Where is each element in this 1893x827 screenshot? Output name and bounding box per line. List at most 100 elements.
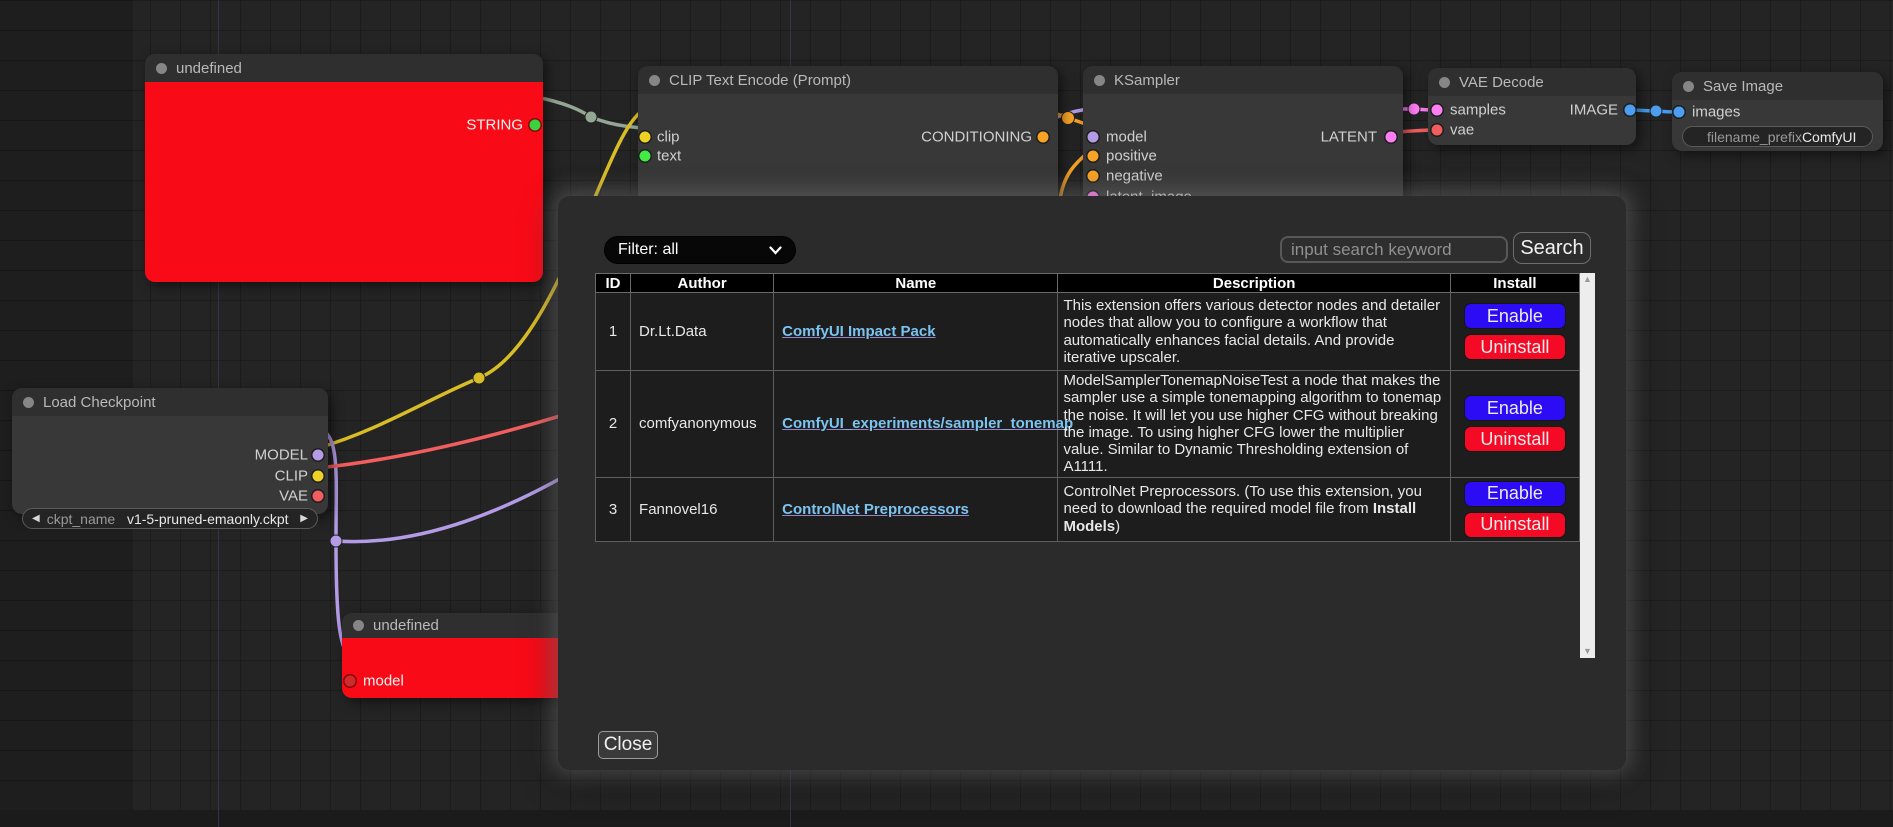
node-save-image-titlebar[interactable]: Save Image: [1672, 72, 1883, 100]
search-button[interactable]: Search: [1513, 232, 1591, 264]
input-port-text[interactable]: [639, 150, 651, 162]
output-port-vae[interactable]: [312, 490, 324, 502]
node-ksampler-titlebar[interactable]: KSampler: [1083, 66, 1403, 94]
output-port-string[interactable]: [529, 119, 541, 131]
uninstall-button[interactable]: Uninstall: [1463, 334, 1566, 360]
output-port-model[interactable]: [312, 449, 324, 461]
node-save-image[interactable]: Save Image images filename_prefix ComfyU…: [1672, 72, 1883, 151]
output-label-string: STRING: [466, 116, 523, 134]
input-label-text: text: [657, 147, 682, 165]
output-label-model: MODEL: [254, 446, 308, 464]
cell-author: Fannovel16: [630, 476, 775, 542]
cell-description: ModelSamplerTonemapNoiseTest a node that…: [1057, 370, 1451, 478]
input-label-vae: vae: [1450, 121, 1475, 139]
extension-table: ID Author Name Description Install 1 Dr.…: [594, 273, 1581, 542]
scroll-down-icon[interactable]: ▼: [1583, 646, 1592, 656]
description-text: ControlNet Preprocessors. (To use this e…: [1063, 483, 1422, 518]
ckpt-name-widget[interactable]: ◀ ckpt_name v1-5-pruned-emaonly.ckpt ▶: [22, 508, 318, 529]
enable-button[interactable]: Enable: [1463, 480, 1566, 507]
node-status-dot: [1094, 74, 1105, 86]
comfyui-manager-dialog: Filter: all Search ID Author Name Descri…: [558, 196, 1626, 770]
output-label-vae: VAE: [279, 487, 308, 505]
reroute-dot-model[interactable]: [329, 534, 343, 548]
uninstall-button[interactable]: Uninstall: [1463, 511, 1566, 538]
input-port-model[interactable]: [1087, 131, 1099, 143]
enable-button[interactable]: Enable: [1463, 395, 1566, 422]
input-port-negative[interactable]: [1087, 170, 1099, 182]
node-undefined-top-titlebar[interactable]: undefined: [145, 54, 543, 82]
output-label-image: IMAGE: [1569, 101, 1618, 119]
node-vae-decode-body: samples vae IMAGE: [1428, 96, 1636, 145]
input-label-negative: negative: [1106, 167, 1163, 185]
header-description: Description: [1057, 273, 1451, 293]
node-status-dot: [1439, 76, 1450, 88]
filename-prefix-label: filename_prefix: [1707, 128, 1802, 145]
node-load-checkpoint[interactable]: Load Checkpoint MODEL CLIP VAE ◀ ckpt_na…: [12, 388, 328, 529]
cell-id: 2: [594, 370, 632, 478]
node-clip-text-encode-titlebar[interactable]: CLIP Text Encode (Prompt): [638, 66, 1058, 94]
output-port-clip[interactable]: [312, 470, 324, 482]
cell-description: This extension offers various detector n…: [1057, 292, 1451, 371]
table-scrollbar[interactable]: ▲ ▼: [1580, 273, 1595, 658]
node-status-dot: [156, 62, 167, 74]
node-vae-decode[interactable]: VAE Decode samples vae IMAGE: [1428, 68, 1636, 145]
input-label-model: model: [1106, 128, 1147, 146]
node-status-dot: [1683, 80, 1694, 92]
ckpt-name-label: ckpt_name: [46, 510, 116, 527]
output-port-latent[interactable]: [1385, 131, 1397, 143]
description-bold-text: Install Models: [1063, 500, 1417, 535]
node-undefined-bottom-titlebar[interactable]: undefined: [342, 613, 572, 638]
cell-author: comfyanonymous: [630, 370, 775, 478]
node-title-label: KSampler: [1114, 71, 1180, 89]
node-undefined-top-body: STRING: [145, 82, 543, 282]
ckpt-prev-icon[interactable]: ◀: [32, 513, 40, 524]
node-undefined-bottom-body: model: [342, 638, 572, 698]
input-port-vae[interactable]: [1431, 124, 1443, 136]
reroute-dot-clip[interactable]: [472, 371, 486, 385]
node-title-label: VAE Decode: [1459, 73, 1544, 91]
input-port-model[interactable]: [344, 675, 356, 687]
input-port-samples[interactable]: [1431, 104, 1443, 116]
input-port-clip[interactable]: [639, 131, 651, 143]
node-undefined-top[interactable]: undefined STRING: [145, 54, 543, 282]
close-button[interactable]: Close: [598, 731, 658, 759]
input-label-model: model: [363, 672, 404, 690]
ckpt-name-value: v1-5-pruned-emaonly.ckpt: [126, 510, 289, 527]
scroll-up-icon[interactable]: ▲: [1583, 274, 1592, 284]
node-load-checkpoint-body: MODEL CLIP VAE ◀ ckpt_name v1-5-pruned-e…: [12, 416, 328, 529]
filename-prefix-widget[interactable]: filename_prefix ComfyUI: [1682, 126, 1873, 147]
cell-id: 3: [594, 476, 632, 542]
uninstall-button[interactable]: Uninstall: [1463, 426, 1566, 453]
output-port-conditioning[interactable]: [1037, 131, 1049, 143]
input-label-samples: samples: [1450, 101, 1506, 119]
output-label-clip: CLIP: [274, 467, 308, 485]
reroute-dot-image[interactable]: [1649, 104, 1663, 118]
table-row: 1 Dr.Lt.Data ComfyUI Impact Pack This ex…: [594, 292, 1581, 371]
extension-name-link[interactable]: ComfyUI Impact Pack: [782, 323, 936, 340]
ckpt-next-icon[interactable]: ▶: [300, 513, 308, 524]
input-label-images: images: [1692, 103, 1741, 121]
reroute-dot-latent[interactable]: [1407, 102, 1421, 116]
output-port-image[interactable]: [1624, 104, 1636, 116]
filter-select[interactable]: Filter: all: [604, 236, 796, 264]
input-port-positive[interactable]: [1087, 150, 1099, 162]
node-title-label: undefined: [373, 617, 439, 634]
table-header-row: ID Author Name Description Install: [594, 273, 1581, 293]
reroute-dot-string[interactable]: [584, 110, 598, 124]
extension-name-link[interactable]: ComfyUI_experiments/sampler_tonemap: [782, 415, 1074, 433]
input-port-images[interactable]: [1673, 106, 1685, 118]
filename-prefix-value: ComfyUI: [1801, 128, 1857, 145]
node-vae-decode-titlebar[interactable]: VAE Decode: [1428, 68, 1636, 96]
node-title-label: Load Checkpoint: [43, 393, 156, 411]
node-title-label: undefined: [176, 59, 242, 77]
node-load-checkpoint-titlebar[interactable]: Load Checkpoint: [12, 388, 328, 416]
search-input[interactable]: [1280, 236, 1508, 263]
header-name: Name: [773, 273, 1059, 293]
extension-name-link[interactable]: ControlNet Preprocessors: [782, 500, 969, 518]
filter-select-label: Filter: all: [618, 241, 679, 258]
enable-button[interactable]: Enable: [1463, 303, 1566, 329]
node-status-dot: [649, 74, 660, 86]
reroute-dot-conditioning[interactable]: [1061, 111, 1075, 125]
node-undefined-bottom[interactable]: undefined model: [342, 613, 572, 698]
